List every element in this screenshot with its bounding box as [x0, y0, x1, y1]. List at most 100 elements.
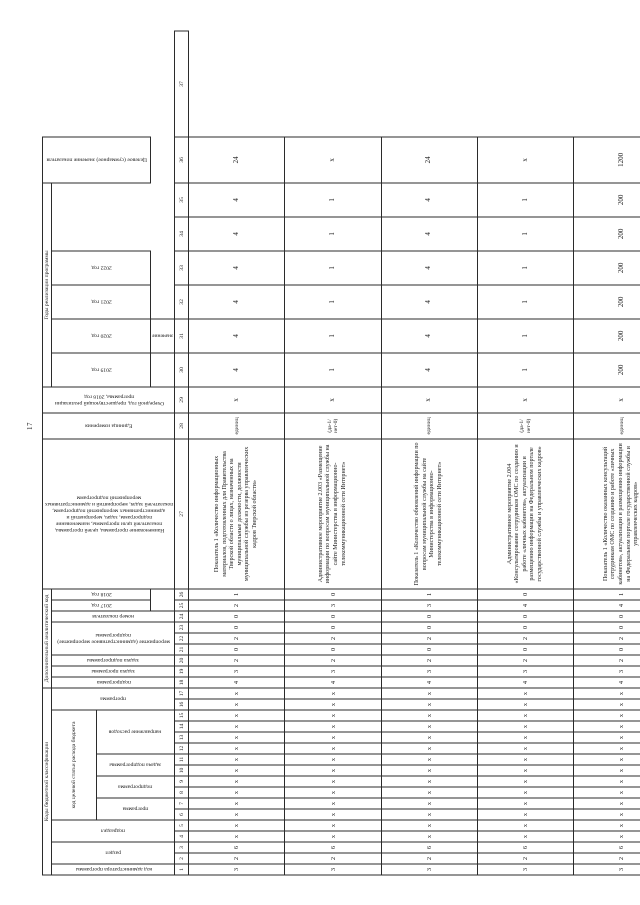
- colnum-19: 19: [174, 665, 189, 677]
- cell-year-2017-год: 4: [188, 352, 285, 387]
- cell-budget-x-11: x: [477, 709, 574, 721]
- cell-budget-admin-0: 3: [477, 863, 574, 875]
- cell-addl-0: 4: [573, 676, 640, 688]
- cell-target-value: x: [477, 136, 574, 183]
- cell-addl-4: 2: [284, 632, 382, 644]
- cell-budget-x-8: x: [381, 742, 478, 754]
- column-number-row: 1 2 3 4 5 6 7 8 9 10 11 12 13 14 15 16 1: [174, 30, 189, 875]
- cell-budget-x-2: x: [477, 808, 574, 820]
- header-addl-podprogramma: подпрограмма: [51, 676, 175, 688]
- cell-year-2021-год: 1: [284, 216, 382, 251]
- cell-budget-x-2: x: [284, 808, 382, 820]
- header-year-2018: 2018 год: [51, 588, 151, 600]
- cell-budget-x-3: x: [477, 797, 574, 809]
- cell-budget-admin-0: 3: [188, 863, 285, 875]
- cell-addl-4: 2: [188, 632, 285, 644]
- cell-addl-6: 0: [477, 610, 574, 622]
- colnum-11: 11: [174, 753, 189, 765]
- cell-description: Административное мероприятие 2.003 «Разм…: [284, 438, 382, 589]
- cell-year-2021-год: 1: [477, 216, 574, 251]
- colnum-35: 35: [174, 182, 189, 217]
- header-year-2019: 2019 год: [51, 352, 151, 387]
- cell-addl-4: 2: [573, 632, 640, 644]
- cell-addl-5: 0: [573, 621, 640, 633]
- header-year-2022: 2022 год: [51, 250, 151, 285]
- cell-budget-x-10: x: [188, 720, 285, 732]
- colnum-36: 36: [174, 136, 189, 183]
- cell-addl-2: 2: [477, 654, 574, 666]
- cell-addl-5: 0: [477, 621, 574, 633]
- cell-year-2021-год: 4: [381, 216, 478, 251]
- cell-year-2017-год: 1: [284, 352, 382, 387]
- cell-budget-x-9: x: [381, 731, 478, 743]
- colnum-37: 37: [174, 30, 189, 137]
- colnum-23: 23: [174, 621, 189, 633]
- cell-year-2017-год: 200: [573, 352, 640, 387]
- colnum-10: 10: [174, 764, 189, 776]
- header-addl-task-podprogramma: задача подпрограммы: [51, 654, 175, 666]
- cell-year-2019-год: 1: [284, 284, 382, 319]
- cell-budget-x-10: x: [477, 720, 574, 732]
- colnum-15: 15: [174, 709, 189, 721]
- colnum-17: 17: [174, 687, 189, 699]
- header-budget-codes: Коды бюджетной классификации: [42, 687, 52, 875]
- cell-budget-admin-0: 3: [284, 863, 382, 875]
- cell-budget-x-6: x: [477, 764, 574, 776]
- cell-budget-x-4: x: [477, 786, 574, 798]
- cell-addl-2: 2: [284, 654, 382, 666]
- cell-year-2020-год: 4: [381, 250, 478, 285]
- header-task-podprogramma: задача подпрограммы: [96, 753, 175, 776]
- cell-budget-x-6: x: [188, 764, 285, 776]
- cell-budget-x-9: x: [573, 731, 640, 743]
- cell-budget-x-13: x: [477, 687, 574, 699]
- colnum-34: 34: [174, 216, 189, 251]
- colnum-24: 24: [174, 610, 189, 622]
- cell-budget-x-4: x: [573, 786, 640, 798]
- colnum-6: 6: [174, 808, 189, 820]
- colnum-8: 8: [174, 786, 189, 798]
- program-indicators-table: Коды бюджетной классификации Дополнитель…: [42, 30, 640, 875]
- cell-budget-x-7: x: [477, 753, 574, 765]
- cell-budget-x-7: x: [188, 753, 285, 765]
- landscape-content: Коды бюджетной классификации Дополнитель…: [42, 30, 640, 875]
- cell-year-2018-год: 4: [188, 318, 285, 353]
- table-body: 3 2 6 x x x x x x x x x x x x x x 4 3 2 0 2 0 0 2 1 Показатель 1 «…: [188, 31, 640, 875]
- cell-year-2022-год: 1: [284, 182, 382, 217]
- cell-year-2022-год: 4: [381, 182, 478, 217]
- colnum-26: 26: [174, 588, 189, 600]
- cell-addl-7: 4: [573, 599, 640, 611]
- cell-addl-1: 3: [284, 665, 382, 677]
- cell-budget-x-4: x: [381, 786, 478, 798]
- cell-description: Административное мероприятие 2.004 «Конс…: [477, 438, 574, 589]
- cell-year-2018-год: 4: [381, 318, 478, 353]
- cell-target-value: x: [284, 136, 382, 183]
- cell-budget-admin-2: 6: [573, 841, 640, 853]
- cell-addl-7: 4: [477, 599, 574, 611]
- cell-budget-x-4: x: [284, 786, 382, 798]
- cell-unit: (да-1/нет-0): [284, 412, 382, 439]
- cell-budget-admin-2: 6: [188, 841, 285, 853]
- colnum-31: 31: [174, 318, 189, 353]
- cell-year-2019-год: 200: [573, 284, 640, 319]
- cell-addl-3: 0: [381, 643, 478, 655]
- cell-budget-x-10: x: [381, 720, 478, 732]
- colnum-21: 21: [174, 643, 189, 655]
- header-additional-code: Дополнительный аналитический код: [42, 588, 52, 688]
- cell-budget-x-0: x: [188, 830, 285, 842]
- header-year-2017: 2017 год: [51, 599, 151, 611]
- cell-budget-x-8: x: [477, 742, 574, 754]
- colnum-22: 22: [174, 632, 189, 644]
- cell-budget-x-5: x: [284, 775, 382, 787]
- header-year-2021: 2021 год: [51, 284, 151, 319]
- colnum-7: 7: [174, 797, 189, 809]
- cell-base-year: x: [573, 386, 640, 413]
- cell-budget-x-9: x: [477, 731, 574, 743]
- cell-addl-7: 3: [381, 599, 478, 611]
- cell-addl-2: 2: [573, 654, 640, 666]
- header-addl-meropriyatie: мероприятие (административное мероприяти…: [51, 621, 175, 655]
- colnum-14: 14: [174, 720, 189, 732]
- colnum-20: 20: [174, 654, 189, 666]
- header-podprogramma: подпрограмма: [96, 775, 175, 798]
- cell-budget-x-12: x: [188, 698, 285, 710]
